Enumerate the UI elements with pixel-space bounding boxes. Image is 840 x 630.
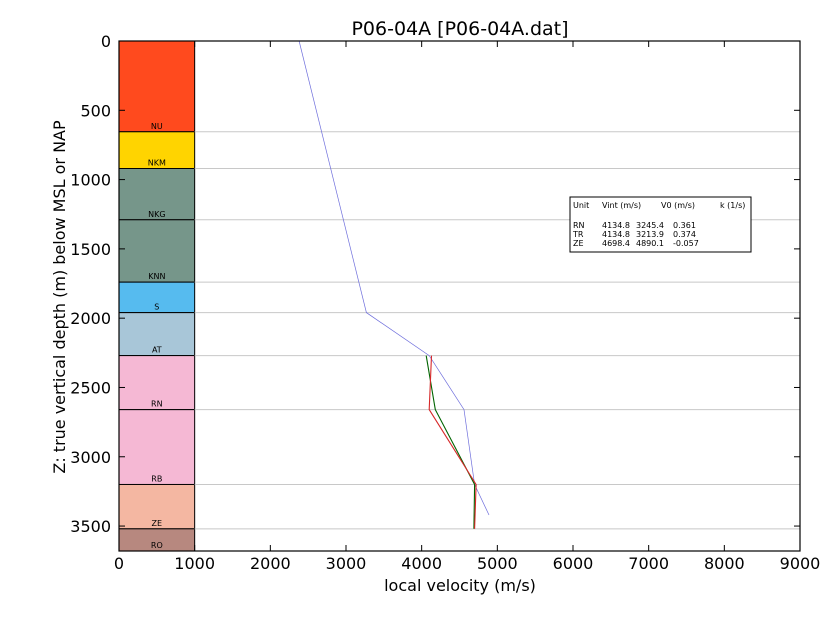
grid-lines	[194, 131, 800, 530]
unit-block-nkg	[118, 168, 196, 221]
unit-label-nkm: NKM	[148, 159, 166, 168]
unit-block-knn	[118, 219, 196, 283]
y-tick-label-0: 0	[101, 32, 111, 51]
legend-cell-1-1: RN	[573, 221, 585, 230]
unit-block-nu	[118, 40, 196, 133]
unit-label-ze: ZE	[152, 519, 163, 528]
legend-cell-1-3: 3245.4	[636, 221, 664, 230]
y-tick-label-2500: 2500	[70, 378, 111, 397]
legend-cell-3-4: -0.057	[673, 239, 699, 248]
legend-header-2: Vint (m/s)	[602, 201, 641, 210]
x-tick-label-3000: 3000	[326, 554, 367, 573]
plot-frame	[118, 40, 801, 552]
x-tick-label-0: 0	[114, 554, 124, 573]
series-line-1	[298, 40, 490, 516]
y-tick-label-3000: 3000	[70, 448, 111, 467]
legend-cell-3-3: 4890.1	[636, 239, 664, 248]
x-tick-label-4000: 4000	[401, 554, 442, 573]
chart-title: P06-04A [P06-04A.dat]	[351, 18, 568, 40]
x-tick-label-7000: 7000	[628, 554, 669, 573]
y-tick-label-1000: 1000	[70, 171, 111, 190]
legend-cell-1-4: 0.361	[673, 221, 696, 230]
x-tick-label-2000: 2000	[250, 554, 291, 573]
legend-header-1: Unit	[573, 201, 589, 210]
legend-cell-2-1: TR	[572, 230, 584, 239]
unit-label-ro: RO	[151, 541, 163, 550]
series-layer	[298, 40, 490, 529]
x-axis-title: local velocity (m/s)	[384, 576, 536, 595]
velocity-legend-table: Unit Vint (m/s) V0 (m/s) k (1/s) RN 4134.8 324…	[569, 196, 752, 253]
axis-ticks: 0 1000 2000 3000 4000 5000 6000 7000 8000 9000 0 50…	[70, 32, 820, 573]
unit-block-rb	[118, 409, 196, 485]
x-tick-label-8000: 8000	[704, 554, 745, 573]
unit-label-rb: RB	[151, 474, 162, 483]
unit-label-nu: NU	[151, 122, 163, 131]
unit-label-nkg: NKG	[148, 210, 165, 219]
legend-cell-3-1: ZE	[573, 239, 584, 248]
y-tick-label-2000: 2000	[70, 309, 111, 328]
unit-label-rn: RN	[151, 400, 163, 409]
legend-cell-3-2: 4698.4	[602, 239, 630, 248]
x-tick-label-9000: 9000	[780, 554, 821, 573]
x-tick-label-5000: 5000	[477, 554, 518, 573]
y-tick-label-1500: 1500	[70, 240, 111, 259]
y-tick-label-3500: 3500	[70, 517, 111, 536]
series-line-3	[428, 355, 477, 529]
legend-header-4: k (1/s)	[720, 201, 745, 210]
y-axis-title: Z: true vertical depth (m) below MSL or …	[50, 120, 69, 474]
legend-cell-1-2: 4134.8	[602, 221, 630, 230]
unit-label-s: S	[154, 303, 159, 312]
unit-label-at: AT	[152, 346, 162, 355]
unit-block-s	[118, 281, 196, 314]
x-tick-label-6000: 6000	[553, 554, 594, 573]
y-tick-label-500: 500	[80, 101, 111, 120]
series-line-2	[425, 355, 476, 529]
lithology-column: NU NKM NKG KNN S AT RN RB ZE RO	[118, 40, 196, 552]
legend-cell-2-2: 4134.8	[602, 230, 630, 239]
legend-box	[569, 196, 752, 253]
unit-label-knn: KNN	[148, 272, 165, 281]
legend-cell-2-3: 3213.9	[636, 230, 664, 239]
legend-cell-2-4: 0.374	[673, 230, 696, 239]
x-tick-label-1000: 1000	[174, 554, 215, 573]
legend-header-3: V0 (m/s)	[661, 201, 695, 210]
unit-block-nkm	[118, 131, 196, 170]
